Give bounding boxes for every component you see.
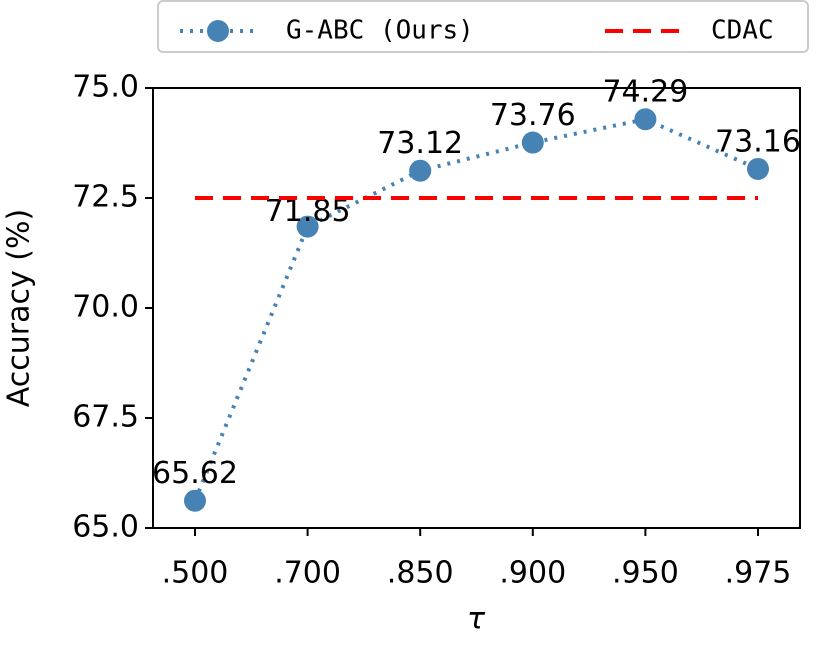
data-point: [634, 108, 657, 131]
x-tick-label: .500: [162, 556, 229, 591]
data-point: [747, 157, 769, 180]
y-tick-label: 67.5: [72, 400, 139, 435]
legend-marker: [207, 20, 229, 42]
data-point: [521, 131, 544, 154]
x-tick-label: .700: [274, 556, 341, 591]
data-label: 73.76: [490, 98, 576, 133]
y-tick-label: 75.0: [72, 70, 139, 105]
x-axis-label: τ: [467, 602, 486, 637]
series-line: [193, 117, 759, 502]
data-label: 73.12: [377, 126, 463, 161]
y-axis-label: Accuracy (%): [2, 209, 37, 407]
data-label: 65.62: [152, 456, 238, 491]
data-label: 74.29: [602, 75, 688, 110]
y-tick-label: 72.5: [72, 180, 139, 215]
x-tick-label: .900: [499, 556, 566, 591]
x-tick-label: .975: [725, 556, 792, 591]
y-tick-label: 70.0: [72, 290, 139, 325]
data-label: 73.16: [715, 124, 801, 159]
data-point: [409, 159, 432, 182]
data-point: [184, 489, 206, 512]
legend-label: CDAC: [711, 16, 774, 46]
x-tick-label: .950: [612, 556, 679, 591]
y-tick-label: 65.0: [72, 510, 139, 545]
data-point: [296, 215, 319, 238]
plot-frame: [152, 87, 801, 529]
legend-label: G-ABC (Ours): [286, 16, 474, 46]
x-tick-label: .850: [387, 556, 454, 591]
legend-box: [157, 0, 809, 53]
